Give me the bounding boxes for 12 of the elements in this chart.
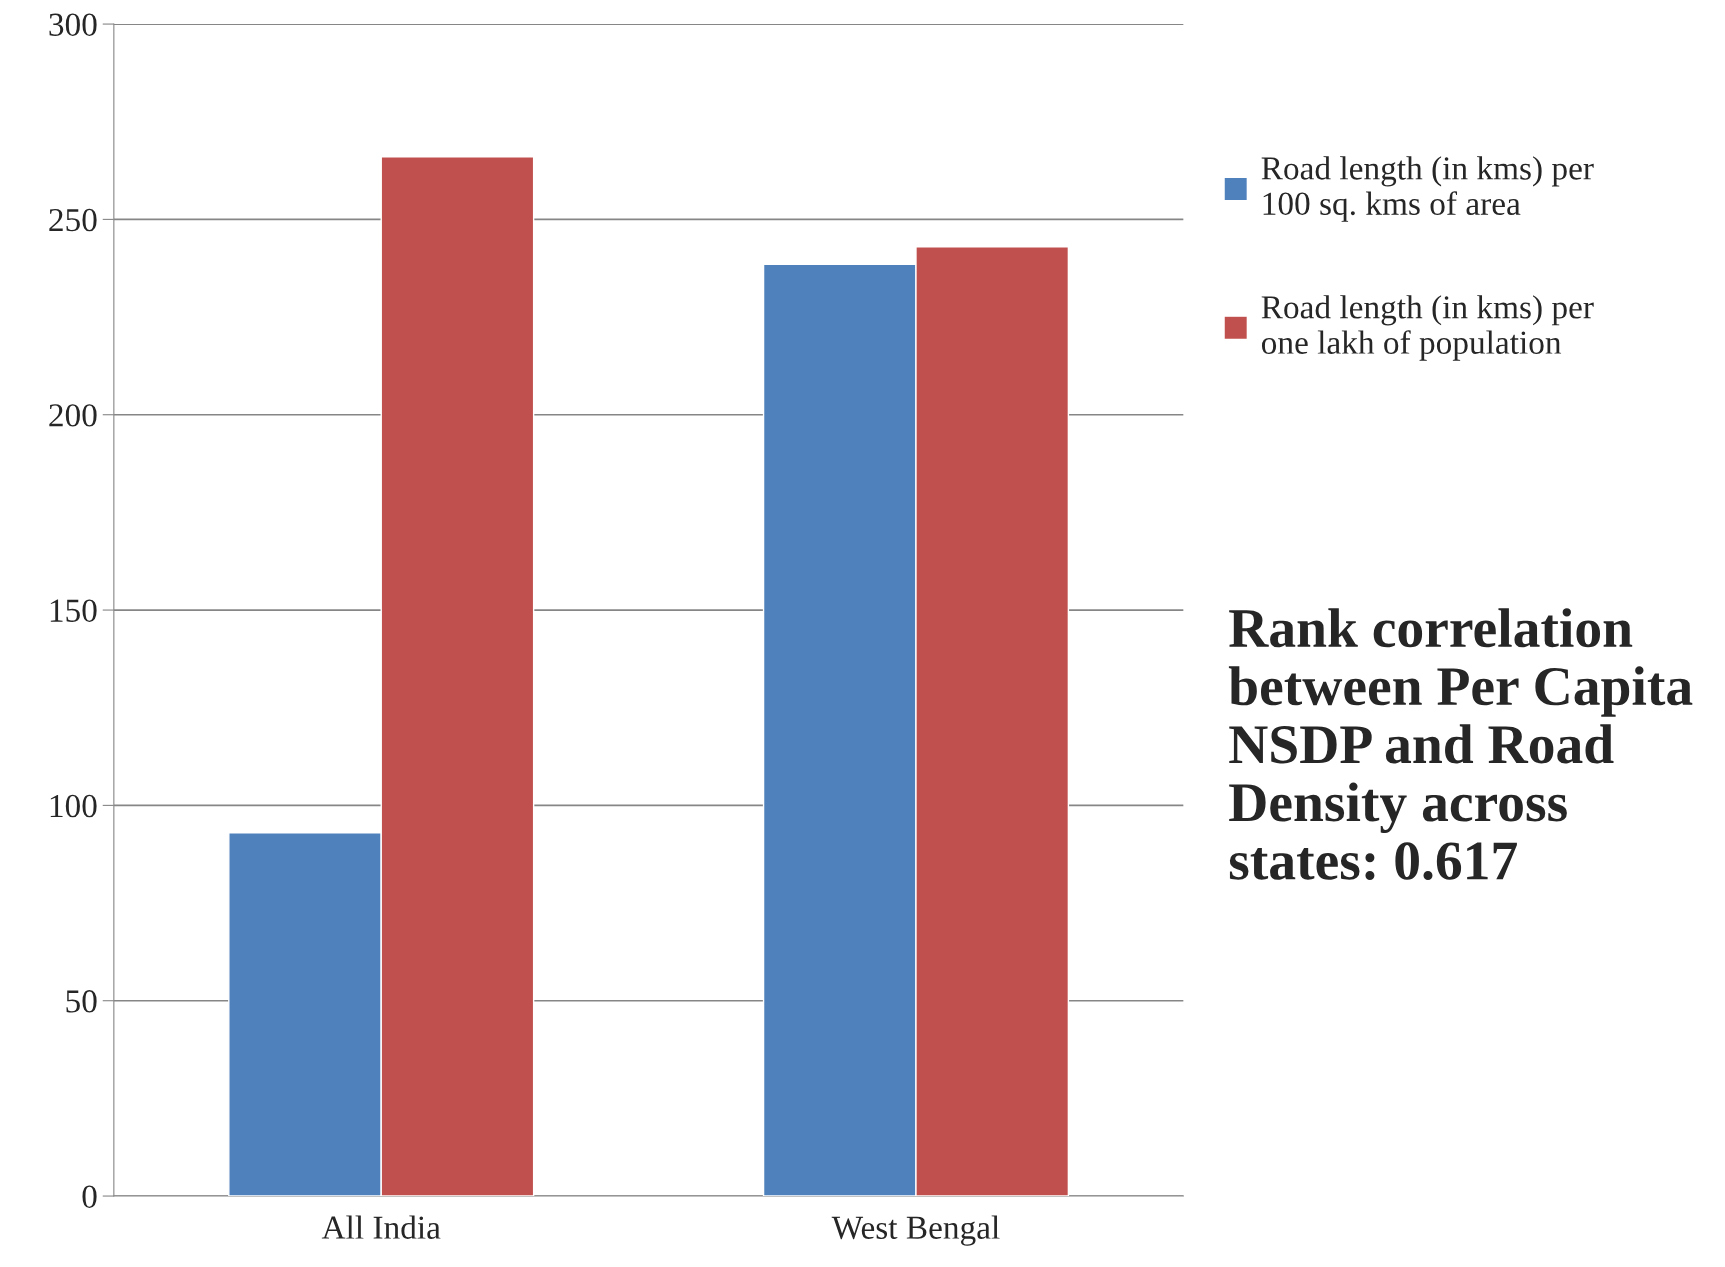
y-tick-label: 250 [49, 208, 97, 232]
y-tick-label: 300 [49, 13, 97, 36]
text: Rank correlation between Per Capita NSDP and Road Density across states: 0.617 [1228, 608, 1693, 881]
y-tick-label: 100 [50, 794, 97, 818]
x-tick-label: All India [321, 1215, 441, 1239]
legend-label: Road length (in kms) per 100 sq. kms of area [1261, 156, 1594, 222]
y-tick-label: 0 [82, 1185, 97, 1208]
y-tick-label: 50 [66, 990, 97, 1013]
y-tick-label: 150 [50, 599, 97, 622]
y-tick-label: 200 [49, 404, 97, 427]
legend-label: Road length (in kms) per one lakh of population [1261, 295, 1594, 361]
x-tick-label: West Bengal [831, 1215, 1000, 1246]
